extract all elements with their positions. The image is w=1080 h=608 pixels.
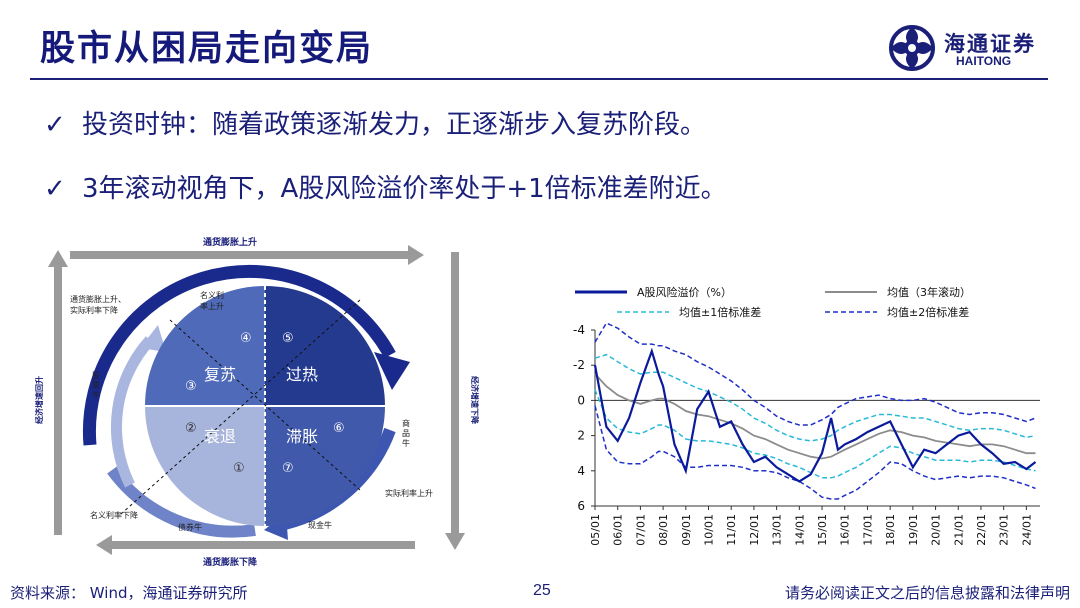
label-commodity-bull-2: 品	[402, 429, 410, 438]
quadrant-recession	[145, 406, 265, 526]
quadrant-recovery	[145, 286, 265, 406]
number-7: ⑦	[282, 461, 294, 476]
number-4: ④	[240, 331, 252, 346]
x-tick-label: 22/01	[975, 514, 988, 546]
ring-arrow-outer-top	[82, 264, 396, 446]
label-growth-up: 经济增速回升	[34, 376, 44, 424]
y-tick-label: -2	[573, 358, 585, 372]
page-number: 25	[533, 582, 551, 599]
chart-axes: -4 -2 0 2 4 6 05/01 06/01 07/01 08/01 09/01 10/01 11…	[573, 323, 1040, 546]
quadrant-label-recovery: 复苏	[204, 365, 236, 384]
x-tick-label: 17/01	[861, 514, 874, 546]
note-nominal-up-1: 名义利	[200, 290, 224, 300]
number-1: ①	[233, 461, 245, 476]
y-tick-label: 6	[577, 499, 585, 513]
header-rule	[30, 78, 1048, 80]
x-tick-label: 10/01	[703, 514, 716, 546]
series-plus-2sd	[594, 405, 1036, 500]
y-tick-label: -4	[573, 323, 585, 337]
quadrant-stagflation	[265, 406, 385, 526]
number-5: ⑤	[282, 331, 294, 346]
label-inflation-up: 通货膨胀上升	[203, 236, 257, 248]
check-icon: ✓	[44, 174, 66, 204]
note-nominal-up-2: 率上升	[200, 301, 224, 311]
x-tick-label: 11/01	[725, 514, 738, 546]
x-tick-label: 23/01	[998, 514, 1011, 546]
legend-label: 均值（3年滚动）	[887, 285, 971, 299]
label-commodity-bull-3: 牛	[402, 438, 410, 448]
note-inflation-up-real-down-1: 通货膨胀上升、	[70, 294, 126, 304]
label-bond-bull: 债券牛	[178, 522, 202, 532]
x-tick-label: 09/01	[680, 514, 693, 546]
x-tick-label: 21/01	[952, 514, 965, 546]
x-tick-label: 15/01	[816, 514, 829, 546]
quadrant-label-overheat: 过热	[286, 365, 318, 384]
x-tick-label: 08/01	[657, 514, 670, 546]
series-plus-1sd	[594, 389, 1036, 479]
check-icon: ✓	[44, 110, 66, 140]
legend-label: A股风险溢价（%）	[637, 285, 732, 299]
note-real-up: 实际利率上升	[385, 488, 433, 498]
quadrant-overheat	[265, 286, 385, 406]
legend-label: 均值±1倍标准差	[679, 305, 761, 319]
footer-source: 资料来源： Wind，海通证券研究所	[10, 584, 248, 602]
x-tick-label: 19/01	[907, 514, 920, 546]
y-tick-label: 4	[577, 464, 585, 478]
chart-legend: A股风险溢价（%） 均值（3年滚动） 均值±1倍标准差 均值±2倍标准差	[575, 285, 971, 319]
logo-chinese: 海通证券	[944, 31, 1036, 56]
haitong-emblem-icon	[889, 25, 935, 71]
ring-arrow-left	[110, 336, 155, 488]
x-tick-label: 05/01	[589, 514, 602, 546]
legend-label: 均值±2倍标准差	[887, 305, 969, 319]
x-tick-label: 06/01	[612, 514, 625, 546]
bullet-text: 投资时钟：随着政策逐渐发力，正逐渐步入复苏阶段。	[82, 110, 707, 140]
chart-series	[593, 322, 1037, 500]
label-inflation-down: 通货膨胀下降	[203, 556, 258, 568]
x-tick-label: 13/01	[771, 514, 784, 546]
note-inflation-up-real-down-2: 实际利率下降	[70, 305, 118, 315]
page-title: 股市从困局走向变局	[40, 29, 374, 69]
bullet-2: ✓ 3年滚动视角下，A股风险溢价率处于+1倍标准差附近。	[44, 168, 727, 205]
series-minus-2sd	[594, 322, 1036, 426]
label-stock-bull-2: 票	[92, 381, 100, 390]
x-tick-label: 07/01	[634, 514, 647, 546]
number-3: ③	[185, 379, 197, 394]
risk-premium-chart: A股风险溢价（%） 均值（3年滚动） 均值±1倍标准差 均值±2倍标准差 -4 -2 0 2…	[573, 285, 1040, 546]
quadrant-label-recession: 衰退	[204, 427, 236, 446]
y-tick-label: 0	[577, 393, 585, 407]
y-tick-label: 2	[577, 429, 585, 443]
bullet-1: ✓ 投资时钟：随着政策逐渐发力，正逐渐步入复苏阶段。	[44, 104, 706, 141]
series-minus-1sd	[594, 353, 1036, 442]
label-cash-bull: 现金牛	[308, 520, 332, 530]
series-rolling-mean	[594, 373, 1036, 460]
bullet-text: 3年滚动视角下，A股风险溢价率处于+1倍标准差附近。	[82, 174, 727, 204]
investment-clock-diagram: 通货膨胀上升 通货膨胀下降 经济增速回升 经济增速下降 复苏 过热 衰退 滞胀 …	[34, 236, 480, 568]
label-commodity-bull-1: 商	[402, 418, 410, 428]
x-tick-label: 20/01	[930, 514, 943, 546]
number-6: ⑥	[333, 421, 345, 436]
note-nominal-down: 名义利率下降	[90, 510, 138, 520]
x-tick-label: 18/01	[884, 514, 897, 546]
quadrant-label-stagflation: 滞胀	[286, 427, 318, 446]
x-tick-label: 12/01	[748, 514, 761, 546]
logo-english: HAITONG	[956, 54, 1012, 68]
number-2: ②	[185, 421, 197, 436]
label-growth-down: 经济增速下降	[470, 376, 480, 425]
x-tick-label: 16/01	[839, 514, 852, 546]
label-stock-bull-3: 牛	[92, 390, 100, 400]
x-tick-label: 14/01	[793, 514, 806, 546]
x-tick-label: 24/01	[1020, 514, 1033, 546]
footer-disclaimer: 请务必阅读正文之后的信息披露和法律声明	[784, 584, 1070, 602]
series-risk-premium	[593, 347, 1037, 483]
haitong-logo: 海通证券 HAITONG	[888, 22, 1058, 74]
label-stock-bull-1: 股	[92, 371, 100, 380]
